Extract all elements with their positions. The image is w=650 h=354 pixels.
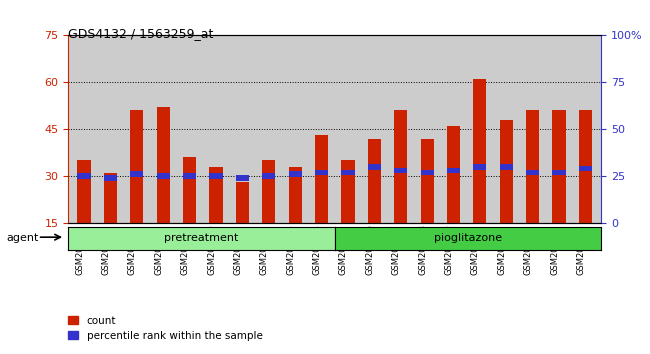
Bar: [341, 160, 354, 270]
Bar: [77, 173, 91, 179]
Bar: [130, 171, 144, 177]
Text: pretreatment: pretreatment: [164, 233, 239, 243]
Bar: [526, 170, 540, 175]
Bar: [552, 110, 566, 270]
Bar: [368, 164, 381, 170]
Bar: [315, 170, 328, 175]
Bar: [289, 171, 302, 177]
Bar: [130, 110, 144, 270]
Bar: [236, 182, 249, 270]
Bar: [104, 175, 117, 181]
Bar: [183, 157, 196, 270]
Bar: [447, 168, 460, 173]
Bar: [236, 175, 249, 181]
Bar: [77, 160, 91, 270]
Bar: [500, 120, 513, 270]
Bar: [500, 164, 513, 170]
Bar: [315, 136, 328, 270]
Bar: [473, 164, 486, 170]
Bar: [183, 173, 196, 179]
Bar: [262, 160, 276, 270]
Bar: [394, 168, 408, 173]
Bar: [552, 170, 566, 175]
Bar: [209, 173, 222, 179]
Bar: [262, 173, 276, 179]
Bar: [473, 79, 486, 270]
Text: pioglitazone: pioglitazone: [434, 233, 502, 243]
Bar: [157, 173, 170, 179]
Bar: [421, 170, 434, 175]
Bar: [368, 138, 381, 270]
Bar: [157, 107, 170, 270]
Bar: [209, 167, 222, 270]
Bar: [104, 173, 117, 270]
Text: agent: agent: [6, 233, 39, 243]
Bar: [341, 170, 354, 175]
Bar: [394, 110, 408, 270]
Bar: [526, 110, 540, 270]
Bar: [289, 167, 302, 270]
Legend: count, percentile rank within the sample: count, percentile rank within the sample: [64, 312, 266, 345]
Bar: [447, 126, 460, 270]
Bar: [421, 138, 434, 270]
Text: GDS4132 / 1563259_at: GDS4132 / 1563259_at: [68, 27, 214, 40]
Bar: [578, 166, 592, 171]
Bar: [578, 110, 592, 270]
